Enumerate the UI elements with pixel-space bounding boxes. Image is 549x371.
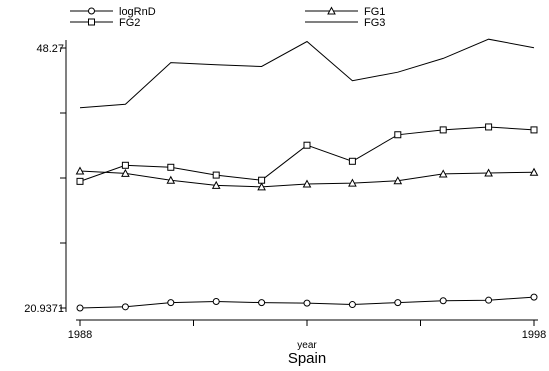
legend-item-logrnd: logRnD	[70, 6, 156, 18]
data-point-logrnd	[439, 297, 447, 305]
axes: 20.9371 48.27 1988 1998	[24, 40, 546, 341]
data-point-fg2	[258, 176, 266, 184]
legend-item-fg3: FG3	[305, 17, 385, 29]
data-point-logrnd	[167, 299, 175, 307]
data-point-logrnd	[212, 298, 220, 306]
data-point-fg1	[438, 169, 448, 178]
data-point-logrnd	[394, 299, 402, 307]
data-point-logrnd	[76, 304, 84, 312]
data-point-logrnd	[485, 296, 493, 304]
legend-marker	[88, 7, 95, 15]
data-point-fg2	[167, 163, 175, 171]
data-point-fg2	[485, 123, 493, 131]
x-tick-label: 1988	[68, 329, 92, 341]
plot-area	[75, 38, 539, 312]
data-point-fg1	[75, 166, 85, 175]
data-point-fg1	[302, 179, 312, 188]
data-point-fg2	[530, 126, 538, 134]
series-line-fg3	[79, 38, 535, 109]
legend-item-fg2: FG2	[70, 17, 140, 29]
data-point-fg1	[257, 182, 266, 191]
chart-caption: Spain	[288, 350, 326, 367]
legend-label: FG2	[119, 17, 140, 29]
legend-marker	[327, 6, 336, 15]
series-fg3	[79, 38, 535, 109]
data-point-fg2	[439, 126, 447, 134]
data-point-fg2	[303, 141, 311, 149]
legend-marker	[88, 18, 95, 26]
data-point-fg1	[393, 176, 403, 185]
data-point-fg1	[121, 168, 130, 177]
legend-label: FG1	[364, 6, 385, 18]
data-point-logrnd	[348, 301, 356, 309]
series-fg2	[76, 123, 538, 185]
data-point-logrnd	[121, 303, 129, 311]
x-tick-label: 1998	[522, 329, 546, 341]
data-point-fg1	[166, 175, 176, 184]
data-point-fg2	[121, 161, 129, 169]
x-axis-title: year	[297, 340, 317, 351]
y-tick-label: 20.9371	[24, 303, 64, 315]
data-point-fg1	[348, 178, 357, 187]
data-point-logrnd	[258, 299, 266, 307]
data-point-fg1	[211, 180, 221, 189]
data-point-fg2	[76, 177, 84, 185]
legend-item-fg1: FG1	[305, 6, 385, 18]
data-point-fg1	[484, 168, 493, 177]
series-logrnd	[76, 293, 538, 312]
y-tick-label: 48.27	[36, 43, 64, 55]
data-point-fg2	[394, 131, 402, 139]
series-fg1	[75, 166, 539, 191]
data-point-fg1	[529, 167, 539, 176]
data-point-logrnd	[303, 299, 311, 307]
data-point-fg2	[348, 157, 356, 165]
legend-label: FG3	[364, 17, 385, 29]
data-point-fg2	[212, 171, 220, 179]
legend-label: logRnD	[119, 6, 156, 18]
data-point-logrnd	[530, 293, 538, 301]
